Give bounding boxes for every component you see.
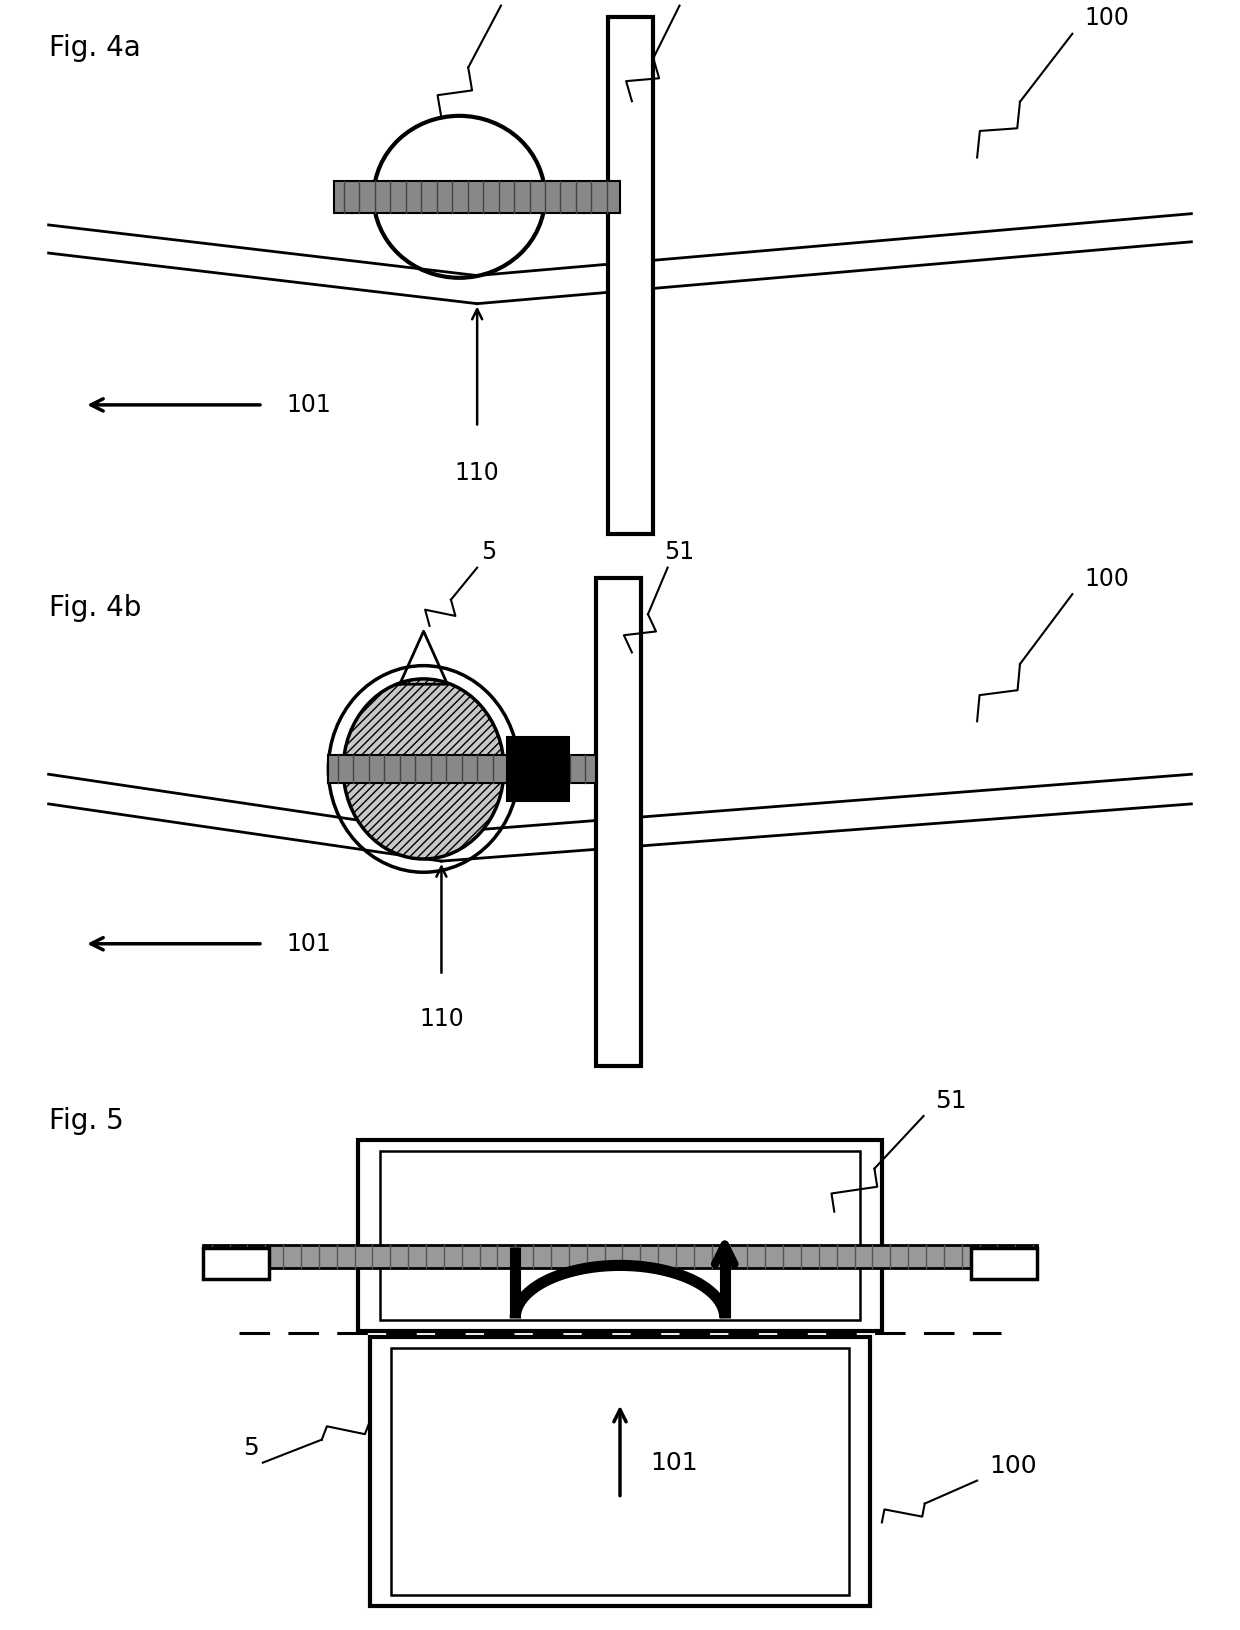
Text: 5: 5 bbox=[481, 541, 497, 564]
Bar bbox=[596, 579, 641, 1066]
Bar bbox=[329, 755, 596, 782]
Text: 51: 51 bbox=[665, 541, 694, 564]
Text: 110: 110 bbox=[419, 1007, 464, 1032]
Bar bbox=[203, 1249, 269, 1280]
Text: Fig. 4a: Fig. 4a bbox=[48, 34, 140, 62]
Text: 51: 51 bbox=[676, 0, 707, 2]
Text: 100: 100 bbox=[1084, 7, 1130, 31]
Text: 100: 100 bbox=[990, 1454, 1037, 1477]
Text: 51: 51 bbox=[935, 1089, 967, 1113]
Text: 5: 5 bbox=[505, 0, 521, 2]
Text: 110: 110 bbox=[455, 461, 500, 486]
Text: 101: 101 bbox=[286, 393, 331, 417]
Bar bbox=[608, 16, 653, 535]
Text: 101: 101 bbox=[650, 1451, 697, 1475]
Bar bbox=[392, 1348, 848, 1596]
Bar bbox=[370, 1337, 870, 1606]
Bar bbox=[507, 737, 569, 800]
Ellipse shape bbox=[343, 678, 503, 859]
Text: Fig. 4b: Fig. 4b bbox=[48, 593, 141, 623]
Bar bbox=[379, 1151, 861, 1320]
Bar bbox=[203, 1245, 1037, 1268]
Bar bbox=[358, 1139, 882, 1332]
Bar bbox=[335, 181, 620, 212]
Text: 101: 101 bbox=[286, 932, 331, 955]
Text: 5: 5 bbox=[243, 1436, 259, 1460]
Text: Fig. 5: Fig. 5 bbox=[48, 1107, 123, 1134]
Text: 100: 100 bbox=[1084, 567, 1130, 592]
Bar bbox=[971, 1249, 1037, 1280]
